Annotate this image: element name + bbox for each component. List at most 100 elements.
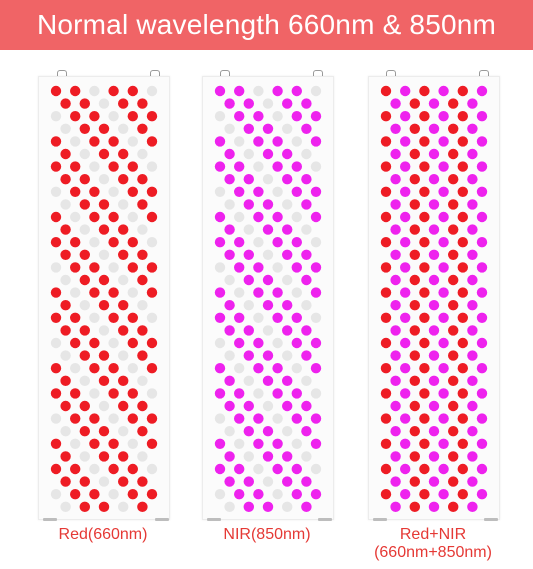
red-led [108,237,119,248]
off-led [89,463,100,475]
nir-led [310,438,322,449]
nir-led [272,463,283,475]
red-led [50,312,62,323]
nir-led [253,363,264,374]
off-led [291,363,302,374]
off-led [272,186,283,197]
nir-led [224,325,235,336]
red-led [409,375,420,386]
nir-led [310,413,322,424]
red-led [419,438,430,449]
red-led [108,463,119,475]
red-led [380,111,392,122]
red-light-panel [38,76,170,520]
off-led [214,186,226,197]
red-led [448,451,459,462]
red-led [448,375,459,386]
red-led [137,123,148,134]
nir-led [390,148,401,160]
title-banner: Normal wavelength 660nm & 850nm [0,0,533,50]
red-led [89,337,100,349]
nir-led [400,161,411,172]
red-led [70,463,81,475]
red-led [380,337,392,349]
nir-led [467,476,478,487]
nir-led [243,476,254,487]
nir-led [214,363,226,374]
nir-led [272,136,283,147]
red-led [448,501,459,512]
red-led [79,174,90,185]
off-led [301,148,312,160]
off-led [234,287,245,298]
red-led [79,350,90,361]
off-led [214,262,226,273]
red-led [409,249,420,260]
nir-led [428,224,440,235]
nir-led [253,111,264,122]
nir-led [428,501,440,512]
red-led [146,211,158,223]
off-led [253,463,264,475]
red-led [409,98,420,109]
nir-led [476,161,488,172]
nir-led [243,123,254,134]
nir-led [467,199,478,210]
nir-led [224,148,235,160]
nir-led [291,237,302,248]
off-led [118,274,129,286]
nir-led [428,325,440,336]
off-led [310,85,322,97]
red-led [89,111,100,122]
led-grid-red [39,77,169,519]
red-led [457,186,468,197]
nir-led [234,262,245,273]
nir-led [282,224,293,235]
nir-led [438,489,449,500]
nir-led [310,287,322,298]
panel-foot [43,518,57,521]
nir-led [234,237,245,248]
red-led [409,476,420,487]
red-led [89,363,100,374]
red-led [118,451,129,462]
red-led [457,211,468,223]
hanger-icon [386,70,396,77]
red-led [380,161,392,172]
nir-led [400,463,411,475]
nir-led [438,337,449,349]
off-led [118,199,129,210]
nir-led [214,312,226,323]
nir-led [476,438,488,449]
nir-led [476,111,488,122]
off-led [50,186,62,197]
nir-led [253,438,264,449]
red-led [60,148,71,160]
red-led [60,98,71,109]
red-led [380,463,392,475]
led-grid-mix [369,77,499,519]
red-led [98,451,110,462]
nir-led [282,325,293,336]
off-led [50,413,62,424]
nir-led [301,274,312,286]
nir-led [400,489,411,500]
off-led [310,237,322,248]
nir-led [438,237,449,248]
off-led [291,136,302,147]
nir-led [476,211,488,223]
off-led [272,262,283,273]
red-led [457,312,468,323]
off-led [214,489,226,500]
off-led [262,174,274,185]
nir-led [272,438,283,449]
led-array [214,85,322,512]
red-led [79,426,90,437]
nir-led [214,161,226,172]
red-led [146,111,158,122]
nir-led [234,161,245,172]
red-led [419,262,430,273]
off-led [214,337,226,349]
off-led [253,237,264,248]
nir-led [253,211,264,223]
